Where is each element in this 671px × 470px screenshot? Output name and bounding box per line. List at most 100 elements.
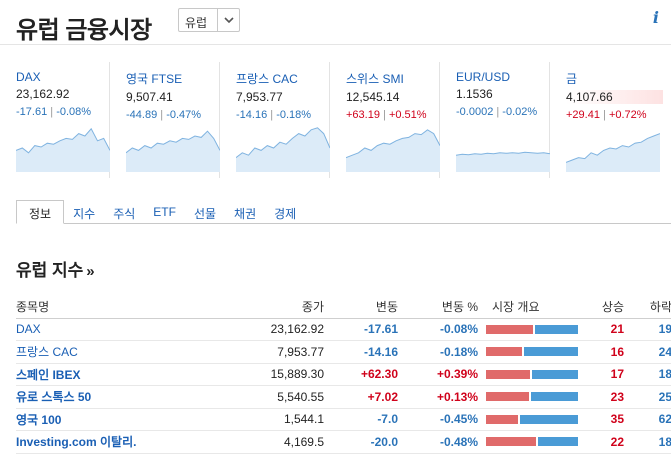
row-name[interactable]: 프랑스 CAC — [16, 340, 206, 364]
advance-bar — [486, 437, 536, 447]
quote-price: 23,162.92 — [16, 87, 70, 101]
quote-change-pct: +0.51% — [388, 109, 427, 121]
sparkline-line — [566, 133, 660, 163]
table-row[interactable]: DAX 23,162.92 -17.61 -0.08% 21 19 — [16, 318, 671, 341]
row-close: 23,162.92 — [206, 318, 328, 341]
row-market-overview — [482, 430, 586, 454]
col-header-advance[interactable]: 상승 — [586, 296, 628, 319]
quote-change-pct: -0.08% — [56, 106, 92, 118]
sparkline-area — [236, 127, 330, 172]
quote-name[interactable]: 영국 FTSE — [126, 72, 183, 86]
sparkline-line — [16, 127, 110, 154]
decline-bar — [520, 414, 578, 424]
row-change-pct: +0.13% — [402, 385, 482, 409]
quote-name[interactable]: 프랑스 CAC — [236, 72, 298, 86]
quote-change-pct: +0.72% — [608, 109, 647, 121]
decline-bar — [532, 369, 578, 379]
row-change: +7.02 — [328, 385, 402, 409]
row-decline: 18 — [628, 363, 671, 386]
sparkline-line — [236, 127, 330, 158]
col-header-change-pct[interactable]: 변동 % — [402, 296, 482, 319]
table-row[interactable]: Investing.com 이탈리. 4,169.5 -20.0 -0.48% 22 18 — [16, 430, 671, 454]
row-market-overview — [482, 363, 586, 386]
row-name[interactable]: DAX — [16, 318, 206, 341]
row-change-pct: +0.39% — [402, 363, 482, 386]
row-name[interactable]: 스페인 IBEX — [16, 363, 206, 386]
advance-bar — [486, 392, 529, 402]
quote-change: +29.41 — [566, 109, 600, 121]
row-decline: 18 — [628, 430, 671, 454]
quote-change: -17.61 — [16, 106, 48, 118]
indices-table: 종목명 종가 변동 변동 % 시장 개요 상승 하락 DAX 23,162.92-… — [16, 296, 671, 454]
tab-item[interactable]: 지수 — [73, 207, 96, 221]
table-row[interactable]: 영국 100 1,544.1 -7.0 -0.45% 35 62 — [16, 408, 671, 431]
section-title[interactable]: 유럽 지수» — [16, 256, 95, 281]
col-header-close[interactable]: 종가 — [206, 296, 328, 319]
row-market-overview — [482, 385, 586, 409]
quote-card[interactable]: DAX 23,162.92 -17.61 | -0.08% — [0, 62, 110, 178]
quote-card[interactable]: 금 4,107.66 +29.41 | +0.72% — [550, 62, 671, 178]
decline-bar — [531, 392, 578, 402]
quote-price: 1.1536 — [456, 87, 493, 101]
table-header-row: 종목명 종가 변동 변동 % 시장 개요 상승 하락 — [16, 296, 671, 319]
table-row[interactable]: 스페인 IBEX 15,889.30 +62.30 +0.39% 17 18 — [16, 363, 671, 386]
row-market-overview — [482, 318, 586, 341]
quote-change: +63.19 — [346, 109, 380, 121]
header-divider — [0, 44, 671, 45]
tab-item[interactable]: 정보 — [16, 200, 65, 224]
quote-name[interactable]: EUR/USD — [456, 70, 511, 84]
tab-item[interactable]: ETF — [153, 205, 176, 219]
tab-item[interactable]: 선물 — [193, 207, 217, 221]
tab-item[interactable]: 경제 — [274, 207, 297, 221]
chevron-down-icon[interactable] — [217, 9, 239, 31]
row-advance: 21 — [586, 318, 628, 341]
page-title: 유럽 금융시장 — [16, 17, 152, 44]
quote-name[interactable]: 스위스 SMI — [346, 72, 404, 86]
table-row[interactable]: 프랑스 CAC 7,953.77 -14.16 -0.18% 16 24 — [16, 340, 671, 364]
col-header-market-overview: 시장 개요 — [482, 296, 586, 319]
table-row[interactable]: 유로 스톡스 50 5,540.55 +7.02 +0.13% 23 25 — [16, 385, 671, 409]
sparkline-chart — [566, 133, 660, 172]
region-dropdown[interactable]: 유럽 — [178, 8, 241, 32]
section-title-label[interactable]: 유럽 지수 — [16, 261, 84, 280]
quote-change-pct: -0.47% — [166, 109, 202, 121]
advance-decline-bar — [486, 392, 578, 402]
advance-bar — [486, 414, 518, 424]
row-name[interactable]: 유로 스톡스 50 — [16, 385, 206, 409]
advance-decline-bar — [486, 369, 578, 379]
row-change: -17.61 — [328, 318, 402, 341]
sparkline-chart — [456, 151, 550, 172]
quote-card[interactable]: 프랑스 CAC 7,953.77 -14.16 | -0.18% — [220, 62, 330, 178]
quote-price: 4,107.66 — [566, 90, 663, 104]
tab-item[interactable]: 채권 — [234, 207, 257, 221]
row-change-pct: -0.45% — [402, 408, 482, 431]
quote-change-pct: -0.18% — [276, 109, 312, 121]
row-market-overview — [482, 408, 586, 431]
advance-bar — [486, 347, 522, 357]
tab-item[interactable]: 주식 — [113, 207, 136, 221]
quote-price: 7,953.77 — [236, 90, 283, 104]
quote-card[interactable]: EUR/USD 1.1536 -0.0002 | -0.02% — [440, 62, 550, 178]
quote-name[interactable]: 금 — [566, 72, 578, 86]
sparkline-area — [16, 128, 110, 172]
row-decline: 24 — [628, 340, 671, 364]
row-change: -20.0 — [328, 430, 402, 454]
quote-change: -14.16 — [236, 109, 268, 121]
decline-bar — [538, 437, 578, 447]
sparkline-line — [456, 151, 550, 156]
row-name[interactable]: Investing.com 이탈리. — [16, 430, 206, 454]
col-header-change[interactable]: 변동 — [328, 296, 402, 319]
quote-name[interactable]: DAX — [16, 70, 41, 84]
info-icon[interactable]: i — [652, 8, 659, 27]
sparkline-chart — [346, 129, 440, 172]
region-dropdown-value: 유럽 — [185, 16, 208, 30]
decline-bar — [524, 347, 578, 357]
col-header-decline[interactable]: 하락 — [628, 296, 671, 319]
advance-decline-bar — [486, 437, 578, 447]
row-name[interactable]: 영국 100 — [16, 408, 206, 431]
quote-card[interactable]: 영국 FTSE 9,507.41 -44.89 | -0.47% — [110, 62, 220, 178]
col-header-name[interactable]: 종목명 — [16, 296, 206, 319]
quote-card[interactable]: 스위스 SMI 12,545.14 +63.19 | +0.51% — [330, 62, 440, 178]
row-advance: 23 — [586, 385, 628, 409]
row-close: 5,540.55 — [206, 385, 328, 409]
